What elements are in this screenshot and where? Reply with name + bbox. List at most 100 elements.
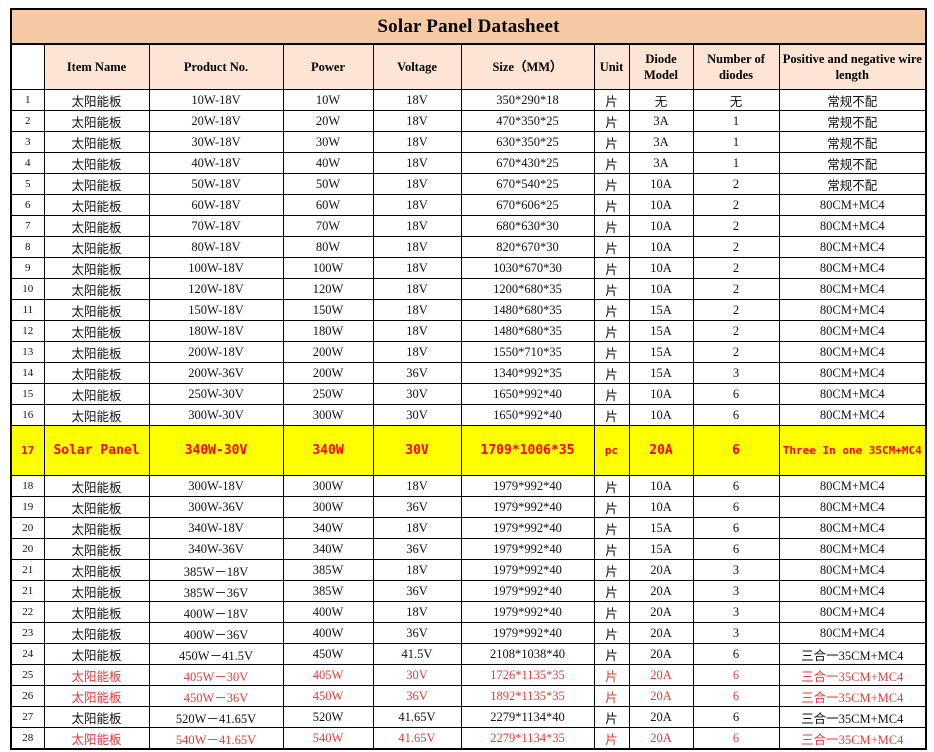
column-header-wire-length: Positive and negative wire length: [778, 43, 927, 90]
cell-voltage: 18V: [372, 299, 462, 321]
cell-number-of-diodes: 2: [692, 236, 780, 258]
table-row: 3 太阳能板 30W-18V 30W 18V 630*350*25 片 3A 1 常规不配: [10, 131, 927, 153]
cell-wire-length: 80CM+MC4: [778, 320, 927, 342]
cell-unit: 片: [593, 257, 630, 279]
cell-wire-length: 80CM+MC4: [778, 517, 927, 539]
cell-size: 2279*1134*35: [460, 727, 595, 750]
cell-voltage: 30V: [372, 425, 462, 476]
cell-row-number: 26: [10, 685, 45, 707]
column-header-unit: Unit: [593, 43, 630, 90]
cell-unit: 片: [593, 559, 630, 581]
cell-product-no: 300W-18V: [148, 475, 284, 497]
table-row: 21 太阳能板 385W－36V 385W 36V 1979*992*40 片 20A 3 80C…: [10, 580, 927, 602]
cell-diode-model: 3A: [628, 152, 694, 174]
cell-item-name: 太阳能板: [43, 131, 150, 153]
cell-power: 200W: [282, 362, 374, 384]
cell-item-name: 太阳能板: [43, 475, 150, 497]
cell-product-no: 10W-18V: [148, 89, 284, 111]
cell-unit: 片: [593, 643, 630, 665]
cell-number-of-diodes: 3: [692, 601, 780, 623]
cell-voltage: 18V: [372, 341, 462, 363]
cell-item-name: 太阳能板: [43, 173, 150, 195]
cell-number-of-diodes: 2: [692, 173, 780, 195]
cell-diode-model: 10A: [628, 215, 694, 237]
cell-diode-model: 20A: [628, 425, 694, 476]
table-row: 12 太阳能板 180W-18V 180W 18V 1480*680*35 片 15A 2 80C…: [10, 320, 927, 342]
cell-voltage: 18V: [372, 236, 462, 258]
cell-power: 80W: [282, 236, 374, 258]
cell-diode-model: 20A: [628, 643, 694, 665]
cell-power: 40W: [282, 152, 374, 174]
cell-row-number: 17: [10, 425, 45, 476]
column-header-number-of-diodes: Number of diodes: [692, 43, 780, 90]
cell-voltage: 18V: [372, 475, 462, 497]
cell-row-number: 12: [10, 320, 45, 342]
cell-wire-length: 80CM+MC4: [778, 215, 927, 237]
cell-item-name: Solar Panel: [43, 425, 150, 476]
cell-row-number: 25: [10, 664, 45, 686]
cell-wire-length: 80CM+MC4: [778, 538, 927, 560]
cell-wire-length: 常规不配: [778, 89, 927, 111]
cell-number-of-diodes: 3: [692, 362, 780, 384]
cell-row-number: 15: [10, 383, 45, 405]
cell-item-name: 太阳能板: [43, 110, 150, 132]
cell-product-no: 385W－36V: [148, 580, 284, 602]
cell-diode-model: 10A: [628, 475, 694, 497]
cell-unit: 片: [593, 110, 630, 132]
cell-diode-model: 20A: [628, 664, 694, 686]
cell-item-name: 太阳能板: [43, 89, 150, 111]
cell-row-number: 10: [10, 278, 45, 300]
cell-size: 1480*680*35: [460, 299, 595, 321]
cell-wire-length: 常规不配: [778, 131, 927, 153]
cell-voltage: 18V: [372, 110, 462, 132]
cell-wire-length: Three In one 35CM+MC4: [778, 425, 927, 476]
cell-size: 670*606*25: [460, 194, 595, 216]
cell-item-name: 太阳能板: [43, 320, 150, 342]
cell-product-no: 180W-18V: [148, 320, 284, 342]
cell-wire-length: 80CM+MC4: [778, 622, 927, 644]
cell-voltage: 41.5V: [372, 643, 462, 665]
cell-power: 120W: [282, 278, 374, 300]
cell-voltage: 30V: [372, 404, 462, 426]
cell-power: 520W: [282, 706, 374, 728]
column-header-index: [10, 43, 45, 90]
cell-voltage: 18V: [372, 89, 462, 111]
cell-item-name: 太阳能板: [43, 538, 150, 560]
cell-diode-model: 3A: [628, 131, 694, 153]
cell-unit: 片: [593, 664, 630, 686]
cell-size: 820*670*30: [460, 236, 595, 258]
cell-item-name: 太阳能板: [43, 580, 150, 602]
cell-product-no: 30W-18V: [148, 131, 284, 153]
cell-item-name: 太阳能板: [43, 257, 150, 279]
table-row: 24 太阳能板 450W－41.5V 450W 41.5V 2108*1038*40 片 20…: [10, 643, 927, 665]
cell-product-no: 405W－30V: [148, 664, 284, 686]
cell-number-of-diodes: 无: [692, 89, 780, 111]
cell-product-no: 450W－36V: [148, 685, 284, 707]
cell-product-no: 250W-30V: [148, 383, 284, 405]
cell-product-no: 200W-36V: [148, 362, 284, 384]
cell-voltage: 30V: [372, 383, 462, 405]
cell-size: 1709*1006*35: [460, 425, 595, 476]
cell-power: 150W: [282, 299, 374, 321]
column-header-item-name: Item Name: [43, 43, 150, 90]
cell-number-of-diodes: 2: [692, 215, 780, 237]
cell-power: 400W: [282, 601, 374, 623]
cell-diode-model: 15A: [628, 538, 694, 560]
cell-item-name: 太阳能板: [43, 362, 150, 384]
cell-product-no: 400W－36V: [148, 622, 284, 644]
cell-diode-model: 10A: [628, 236, 694, 258]
cell-unit: 片: [593, 580, 630, 602]
table-row: 21 太阳能板 385W－18V 385W 18V 1979*992*40 片 20A 3 80C…: [10, 559, 927, 581]
cell-unit: 片: [593, 685, 630, 707]
cell-power: 405W: [282, 664, 374, 686]
cell-wire-length: 三合一35CM+MC4: [778, 685, 927, 707]
cell-number-of-diodes: 1: [692, 110, 780, 132]
cell-unit: 片: [593, 299, 630, 321]
cell-product-no: 60W-18V: [148, 194, 284, 216]
datasheet: Solar Panel Datasheet Item Name Product …: [10, 8, 928, 750]
cell-wire-length: 80CM+MC4: [778, 559, 927, 581]
page-title: Solar Panel Datasheet: [10, 8, 927, 45]
cell-unit: 片: [593, 601, 630, 623]
table-row: 14 太阳能板 200W-36V 200W 36V 1340*992*35 片 15A 3 80C…: [10, 362, 927, 384]
cell-product-no: 520W－41.65V: [148, 706, 284, 728]
